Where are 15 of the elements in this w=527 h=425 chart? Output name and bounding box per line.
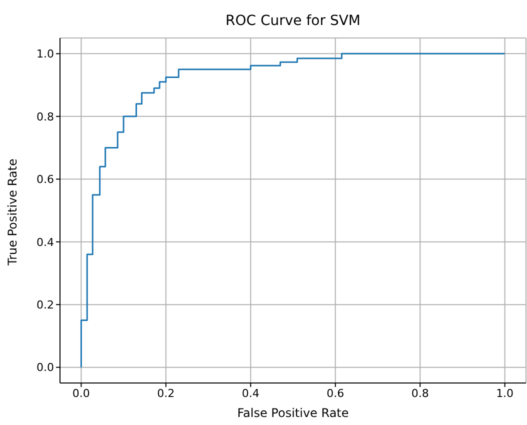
x-tick-label: 0.0	[72, 386, 90, 400]
x-tick-label: 0.4	[242, 386, 260, 400]
y-tick-label: 1.0	[36, 48, 54, 61]
y-tick-label: 0.0	[36, 361, 54, 374]
x-tick-label: 1.0	[496, 386, 514, 400]
y-tick-label: 0.4	[36, 236, 54, 249]
y-tick-label: 0.8	[36, 110, 54, 124]
y-tick-label: 0.2	[36, 298, 54, 312]
y-axis-title: True Positive Rate	[5, 158, 20, 266]
y-tick-label: 0.6	[36, 173, 54, 186]
chart-title: ROC Curve for SVM	[224, 13, 362, 29]
x-axis-title: False Positive Rate	[237, 406, 349, 420]
x-tick-label: 0.6	[326, 386, 344, 400]
x-tick-label: 0.8	[411, 386, 429, 400]
x-tick-label: 0.2	[157, 386, 175, 400]
